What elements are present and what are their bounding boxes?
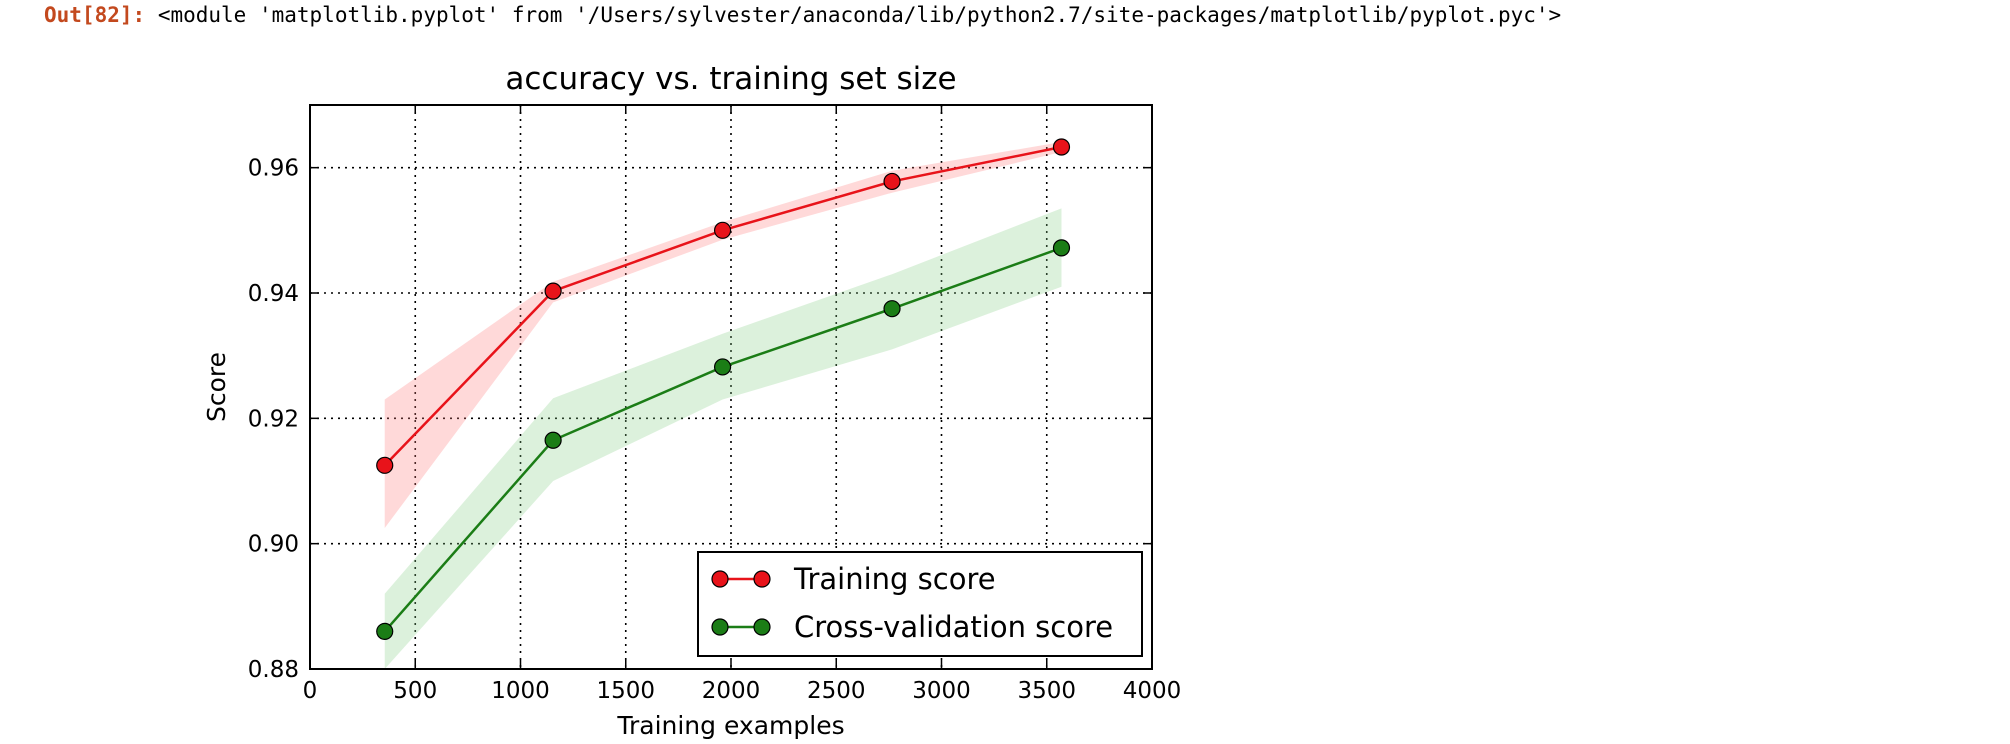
point-cross-validation	[883, 300, 901, 318]
x-tick-label: 3500	[1017, 678, 1076, 704]
x-tick-label: 500	[393, 678, 437, 704]
y-tick-label: 0.92	[248, 406, 299, 432]
band-cross-validation	[384, 208, 1062, 669]
x-tick-label: 2500	[807, 678, 866, 704]
point-training	[713, 221, 732, 239]
output-repr: <module 'matplotlib.pyplot' from '/Users…	[157, 3, 1562, 27]
legend-label: Training score	[793, 562, 996, 596]
output-line: Out[82]: <module 'matplotlib.pyplot' fro…	[44, 0, 1561, 30]
x-axis-label: Training examples	[616, 711, 844, 740]
y-tick-label: 0.88	[248, 657, 299, 683]
legend-marker	[711, 618, 729, 636]
x-tick-label: 3000	[912, 678, 971, 704]
band-training	[384, 141, 1062, 528]
point-training	[376, 456, 394, 474]
x-tick-label: 1000	[491, 678, 550, 704]
output-prompt: Out[82]:	[44, 3, 146, 27]
series-points	[376, 138, 1071, 641]
legend-marker	[753, 618, 771, 636]
point-cross-validation	[713, 358, 732, 376]
confidence-bands	[384, 141, 1062, 669]
point-training	[544, 282, 562, 300]
y-tick-label: 0.96	[248, 156, 299, 182]
y-tick-label: 0.94	[248, 281, 299, 307]
legend: Training score Cross-validation score	[697, 551, 1143, 657]
x-tick-label: 2000	[702, 678, 761, 704]
y-axis-label: Score	[202, 352, 231, 422]
y-tick-label: 0.90	[248, 532, 299, 558]
x-tick-label: 0	[303, 678, 318, 704]
x-tick-label: 1500	[596, 678, 655, 704]
legend-marker	[711, 570, 729, 588]
axis-ticks: 0 500 1000 1500 2000 2500 3000 3500 4000 0.88 0.90…	[248, 105, 1181, 704]
point-cross-validation	[1052, 239, 1071, 257]
point-cross-validation	[376, 622, 394, 641]
chart-title: accuracy vs. training set size	[505, 61, 956, 97]
legend-label: Cross-validation score	[794, 610, 1113, 644]
x-tick-label: 4000	[1123, 678, 1182, 704]
point-cross-validation	[544, 431, 562, 449]
point-training	[1052, 138, 1071, 156]
point-training	[883, 172, 901, 191]
legend-box	[697, 551, 1143, 657]
legend-marker	[753, 570, 771, 588]
